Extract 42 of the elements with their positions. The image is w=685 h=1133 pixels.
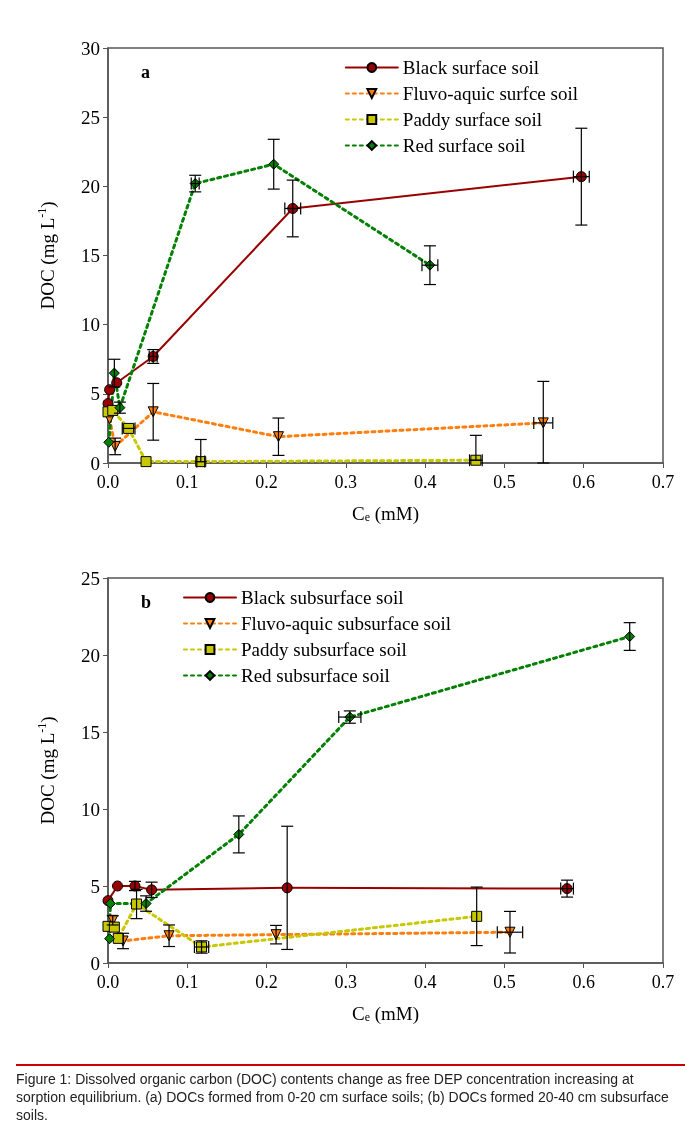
- x-tick-label: 0.4: [413, 472, 437, 492]
- y-tick-label: 20: [81, 175, 100, 197]
- y-tick-label: 30: [81, 37, 100, 59]
- x-tick-label: 0.7: [651, 472, 675, 492]
- y-axis-title: DOC (mg L-1): [35, 201, 59, 310]
- legend-label: Black surface soil: [402, 57, 539, 78]
- x-tick-label: 0.0: [96, 472, 120, 492]
- x-tick-label: 0.1: [176, 972, 199, 992]
- y-tick-label: 10: [81, 798, 100, 820]
- legend-label: Paddy subsurface soil: [241, 639, 407, 660]
- legend-label: Red surface soil: [402, 135, 526, 156]
- text: b: [141, 592, 152, 612]
- x-tick-label: 0.4: [413, 972, 437, 992]
- y-tick-label: 5: [90, 875, 100, 897]
- legend-label: Paddy surface soil: [402, 109, 543, 130]
- x-tick-label: 0.6: [572, 972, 595, 992]
- legend-label: Black subsurface soil: [241, 587, 404, 608]
- y-tick-label: 15: [81, 721, 100, 743]
- x-tick-label: 0.6: [572, 472, 595, 492]
- legend-label: Red subsurface soil: [241, 665, 390, 686]
- legend-label: Fluvo-aquic subsurface soil: [241, 613, 452, 634]
- y-tick-label: 15: [81, 245, 100, 266]
- x-tick-label: 0.5: [493, 472, 516, 492]
- y-tick-label: 25: [81, 106, 100, 128]
- x-tick-label: 0.0: [96, 972, 120, 992]
- caption: Figure 1: Dissolved organic carbon (DOC) contents change as free DEP concentration increasing at sorption equilibrium. (a) DOCs formed from 0-20 cm surface soils; (b) DOCs formed 20-40 cm subsurface soils.: [16, 1070, 670, 1124]
- y-tick-label: 5: [90, 383, 100, 405]
- x-tick-label: 0.3: [334, 972, 358, 992]
- text: a: [141, 62, 150, 82]
- x-tick-label: 0.2: [255, 472, 278, 492]
- y-tick-label: 10: [81, 314, 100, 336]
- y-tick-label: 0: [90, 952, 100, 974]
- y-tick-label: 0: [90, 452, 100, 474]
- y-tick-label: 20: [81, 644, 100, 666]
- legend-label: Fluvo-aquic surfce soil: [402, 83, 578, 104]
- x-tick-label: 0.3: [334, 472, 358, 492]
- x-tick-label: 0.1: [176, 472, 199, 492]
- x-tick-label: 0.2: [255, 972, 278, 992]
- x-tick-label: 0.5: [493, 972, 516, 992]
- x-tick-label: 0.7: [651, 972, 675, 992]
- y-axis-title: DOC (mg L-1): [35, 716, 59, 825]
- y-tick-label: 25: [81, 567, 100, 589]
